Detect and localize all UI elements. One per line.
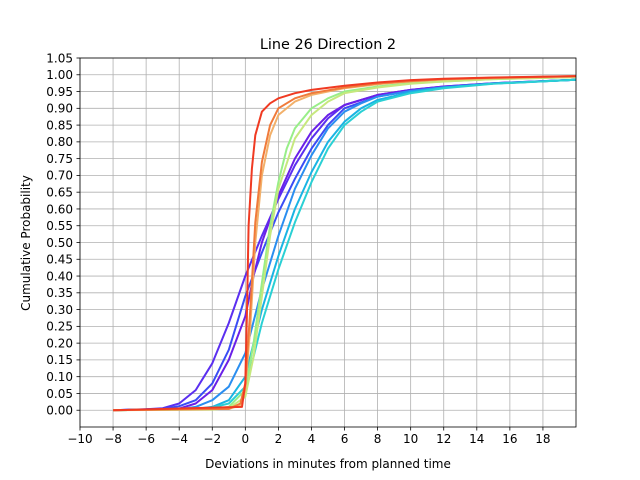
series-group — [113, 75, 577, 412]
x-tick-label: −4 — [170, 432, 188, 446]
series-line-run-11 — [113, 75, 577, 412]
series-line-run-6 — [113, 78, 577, 412]
x-tick-label: 14 — [469, 432, 484, 446]
y-tick-label: 0.70 — [46, 169, 73, 183]
x-tick-label: −8 — [104, 432, 122, 446]
y-tick-label: 0.25 — [46, 320, 73, 334]
x-tick-label: 10 — [403, 432, 418, 446]
y-tick-label: 0.45 — [46, 253, 73, 267]
y-tick-label: 0.75 — [46, 152, 73, 166]
y-tick-label: 0.95 — [46, 85, 73, 99]
y-axis-label: Cumulative Probability — [19, 175, 33, 311]
y-tick-label: 0.50 — [46, 236, 73, 250]
x-tick-label: 8 — [374, 432, 382, 446]
y-tick-label: 0.85 — [46, 118, 73, 132]
y-tick-label: 1.05 — [46, 51, 73, 65]
series-line-run-8 — [113, 76, 577, 412]
y-tick-label: 0.05 — [46, 387, 73, 401]
y-tick-label: 0.80 — [46, 135, 73, 149]
y-tick-label: 0.35 — [46, 286, 73, 300]
x-tick-label: −2 — [203, 432, 221, 446]
y-tick-label: 0.30 — [46, 303, 73, 317]
grid — [79, 57, 576, 427]
series-line-run-4 — [113, 78, 577, 412]
x-tick-label: 16 — [502, 432, 517, 446]
y-tick-label: 0.20 — [46, 336, 73, 350]
x-axis-label: Deviations in minutes from planned time — [205, 457, 451, 471]
y-tick-label: 0.10 — [46, 370, 73, 384]
x-tick-label: 6 — [341, 432, 349, 446]
y-tick-label: 0.55 — [46, 219, 73, 233]
y-tick-label: 0.90 — [46, 102, 73, 116]
x-tick-label: 2 — [275, 432, 283, 446]
x-tick-label: 0 — [242, 432, 250, 446]
y-tick-label: 0.00 — [46, 404, 73, 418]
y-tick-label: 0.65 — [46, 185, 73, 199]
x-axis-ticks: −10 −8 −6 −4 −2 0 2 4 6 8 10 12 14 16 18 — [67, 427, 551, 446]
x-tick-label: −6 — [137, 432, 155, 446]
y-tick-label: 0.40 — [46, 269, 73, 283]
chart-title: Line 26 Direction 2 — [260, 37, 396, 53]
y-tick-label: 0.15 — [46, 353, 73, 367]
y-tick-label: 0.60 — [46, 202, 73, 216]
y-tick-label: 1.00 — [46, 68, 73, 82]
x-tick-label: −10 — [67, 432, 92, 446]
y-axis-ticks: 0.00 0.05 0.10 0.15 0.20 0.25 0.30 0.35 0.40 0.45… — [46, 51, 80, 418]
x-tick-label: 12 — [436, 432, 451, 446]
x-tick-label: 18 — [535, 432, 550, 446]
x-tick-label: 4 — [308, 432, 316, 446]
